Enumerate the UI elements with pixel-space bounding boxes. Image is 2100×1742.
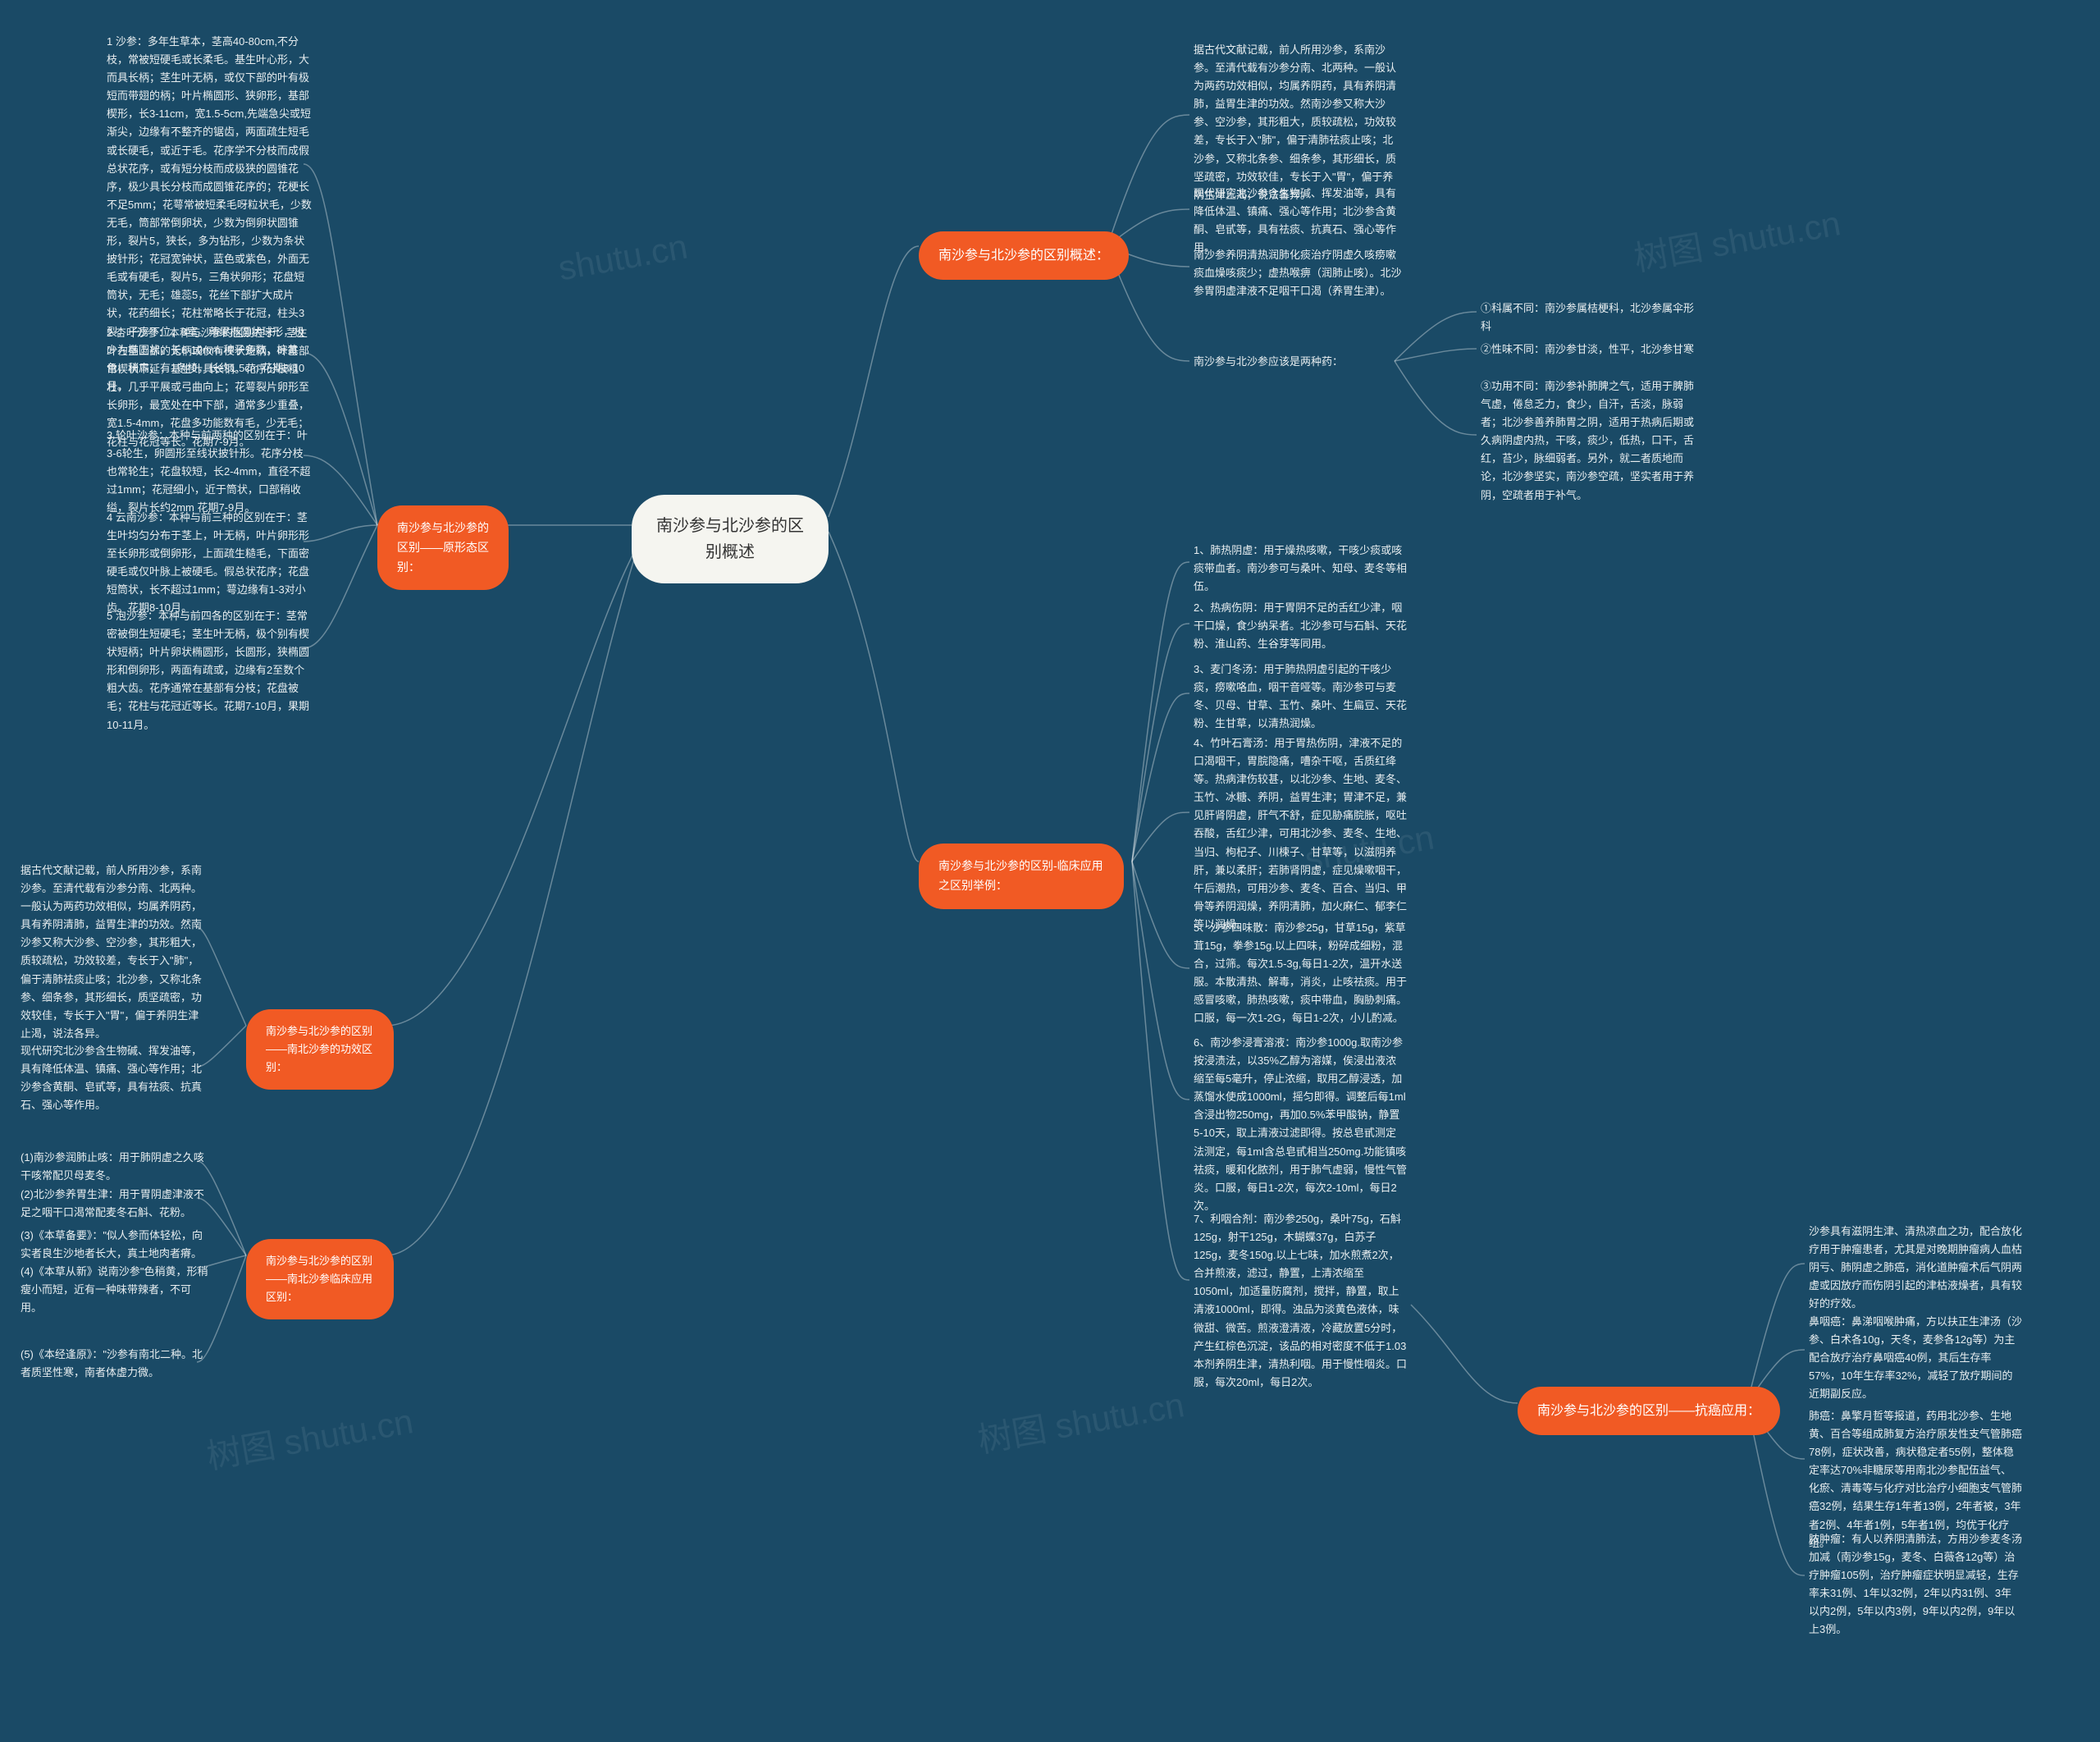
leaf-L2a: 据古代文献记载，前人所用沙参，系南沙参。至清代载有沙参分南、北两种。一般认为两药… — [21, 862, 209, 1043]
leaf-L4d2: ②性味不同：南沙参甘淡，性平，北沙参甘寒 — [1481, 341, 1694, 359]
leaf-L1c: 3 轮叶沙参：本种与前两种的区别在于：叶3-6轮生，卵圆形至线状披针形。花序分枝… — [107, 427, 312, 517]
leaf-L3c: (3)《本草备要》："似人参而体轻松，向实者良生沙地者长大，真土地肉者瘠。(4)… — [21, 1227, 209, 1317]
branch-b4[interactable]: 南沙参与北沙参的区别概述： — [919, 231, 1129, 280]
leaf-L5-2: 2、热病伤阴：用于胃阴不足的舌红少津，咽干口燥，食少纳呆者。北沙参可与石斛、天花… — [1194, 599, 1407, 653]
leaf-L6-2: 鼻咽癌：鼻涕咽喉肿痛，方以扶正生津汤（沙参、白术各10g，天冬，麦参各12g等）… — [1809, 1313, 2022, 1403]
leaf-L4d: 南沙参与北沙参应该是两种药： — [1194, 353, 1343, 371]
leaf-L3d: (5)《本经逢原》："沙参有南北二种。北者质坚性寒，南者体虚力微。 — [21, 1346, 209, 1382]
leaf-L5-3: 3、麦门冬汤：用于肺热阴虚引起的干咳少痰，痨嗽咯血，咽干音哑等。南沙参可与麦冬、… — [1194, 661, 1407, 733]
leaf-L3a: (1)南沙参润肺止咳：用于肺阴虚之久咳干咳常配贝母麦冬。 — [21, 1149, 209, 1185]
leaf-L2b: 现代研究北沙参含生物碱、挥发油等，具有降低体温、镇痛、强心等作用；北沙参含黄酮、… — [21, 1042, 209, 1114]
leaf-L5-7: 7、利咽合剂：南沙参250g，桑叶75g，石斛125g，射干125g，木蝴蝶37… — [1194, 1210, 1407, 1392]
leaf-L1d: 4 云南沙参：本种与前三种的区别在于：茎生叶均匀分布于茎上，叶无柄，叶片卵形形至… — [107, 509, 312, 618]
leaf-L5-1: 1、肺热阴虚：用于燥热咳嗽，干咳少痰或咳痰带血者。南沙参可与桑叶、知母、麦冬等相… — [1194, 542, 1407, 596]
leaf-L4a: 据古代文献记载，前人所用沙参，系南沙参。至清代载有沙参分南、北两种。一般认为两药… — [1194, 41, 1403, 204]
leaf-L6-4: 脓肿瘤：有人以养阴清肺法，方用沙参麦冬汤加减（南沙参15g，麦冬、白薇各12g等… — [1809, 1530, 2022, 1639]
leaf-L4d1: ①科属不同：南沙参属桔梗科，北沙参属伞形科 — [1481, 299, 1694, 336]
branch-b6[interactable]: 南沙参与北沙参的区别——抗癌应用： — [1518, 1387, 1780, 1435]
leaf-L5-6: 6、南沙参浸膏溶液：南沙参1000g.取南沙参按浸渍法，以35%乙醇为溶媒，俟浸… — [1194, 1034, 1407, 1215]
leaf-L4d3: ③功用不同：南沙参补肺脾之气，适用于脾肺气虚，倦怠乏力，食少，自汗，舌淡，脉弱者… — [1481, 377, 1694, 505]
leaf-L4c: 南沙参养阴清热润肺化痰治疗阴虚久咳痨嗽痰血燥咳痰少；虚热喉痹（润肺止咳）。北沙参… — [1194, 246, 1403, 300]
branch-b3[interactable]: 南沙参与北沙参的区别——南北沙参临床应用区别： — [246, 1239, 394, 1319]
branch-b2[interactable]: 南沙参与北沙参的区别——南北沙参的功效区别： — [246, 1009, 394, 1090]
leaf-L1e: 5 泡沙参：本种与前四各的区别在于：茎常密被倒生短硬毛；茎生叶无柄，极个别有楔状… — [107, 607, 312, 734]
leaf-L5-4: 4、竹叶石膏汤：用于胃热伤阴，津液不足的口渴咽干，胃脘隐痛，嘈杂干呕，舌质红绛等… — [1194, 734, 1407, 934]
branch-b1[interactable]: 南沙参与北沙参的区别——原形态区别： — [377, 505, 509, 590]
branch-b5[interactable]: 南沙参与北沙参的区别-临床应用之区别举例： — [919, 844, 1124, 909]
root-node[interactable]: 南沙参与北沙参的区别概述 — [632, 495, 829, 583]
leaf-L5-5: 5、沙参四味散：南沙参25g，甘草15g，紫草茸15g，拳参15g.以上四味，粉… — [1194, 919, 1407, 1028]
leaf-L6-1: 沙参具有滋阴生津、清热凉血之功，配合放化疗用于肿瘤患者，尤其是对晚期肿瘤病人血枯… — [1809, 1223, 2022, 1313]
leaf-L3b: (2)北沙参养胃生津：用于胃阴虚津液不足之咽干口渴常配麦冬石斛、花粉。 — [21, 1186, 209, 1222]
